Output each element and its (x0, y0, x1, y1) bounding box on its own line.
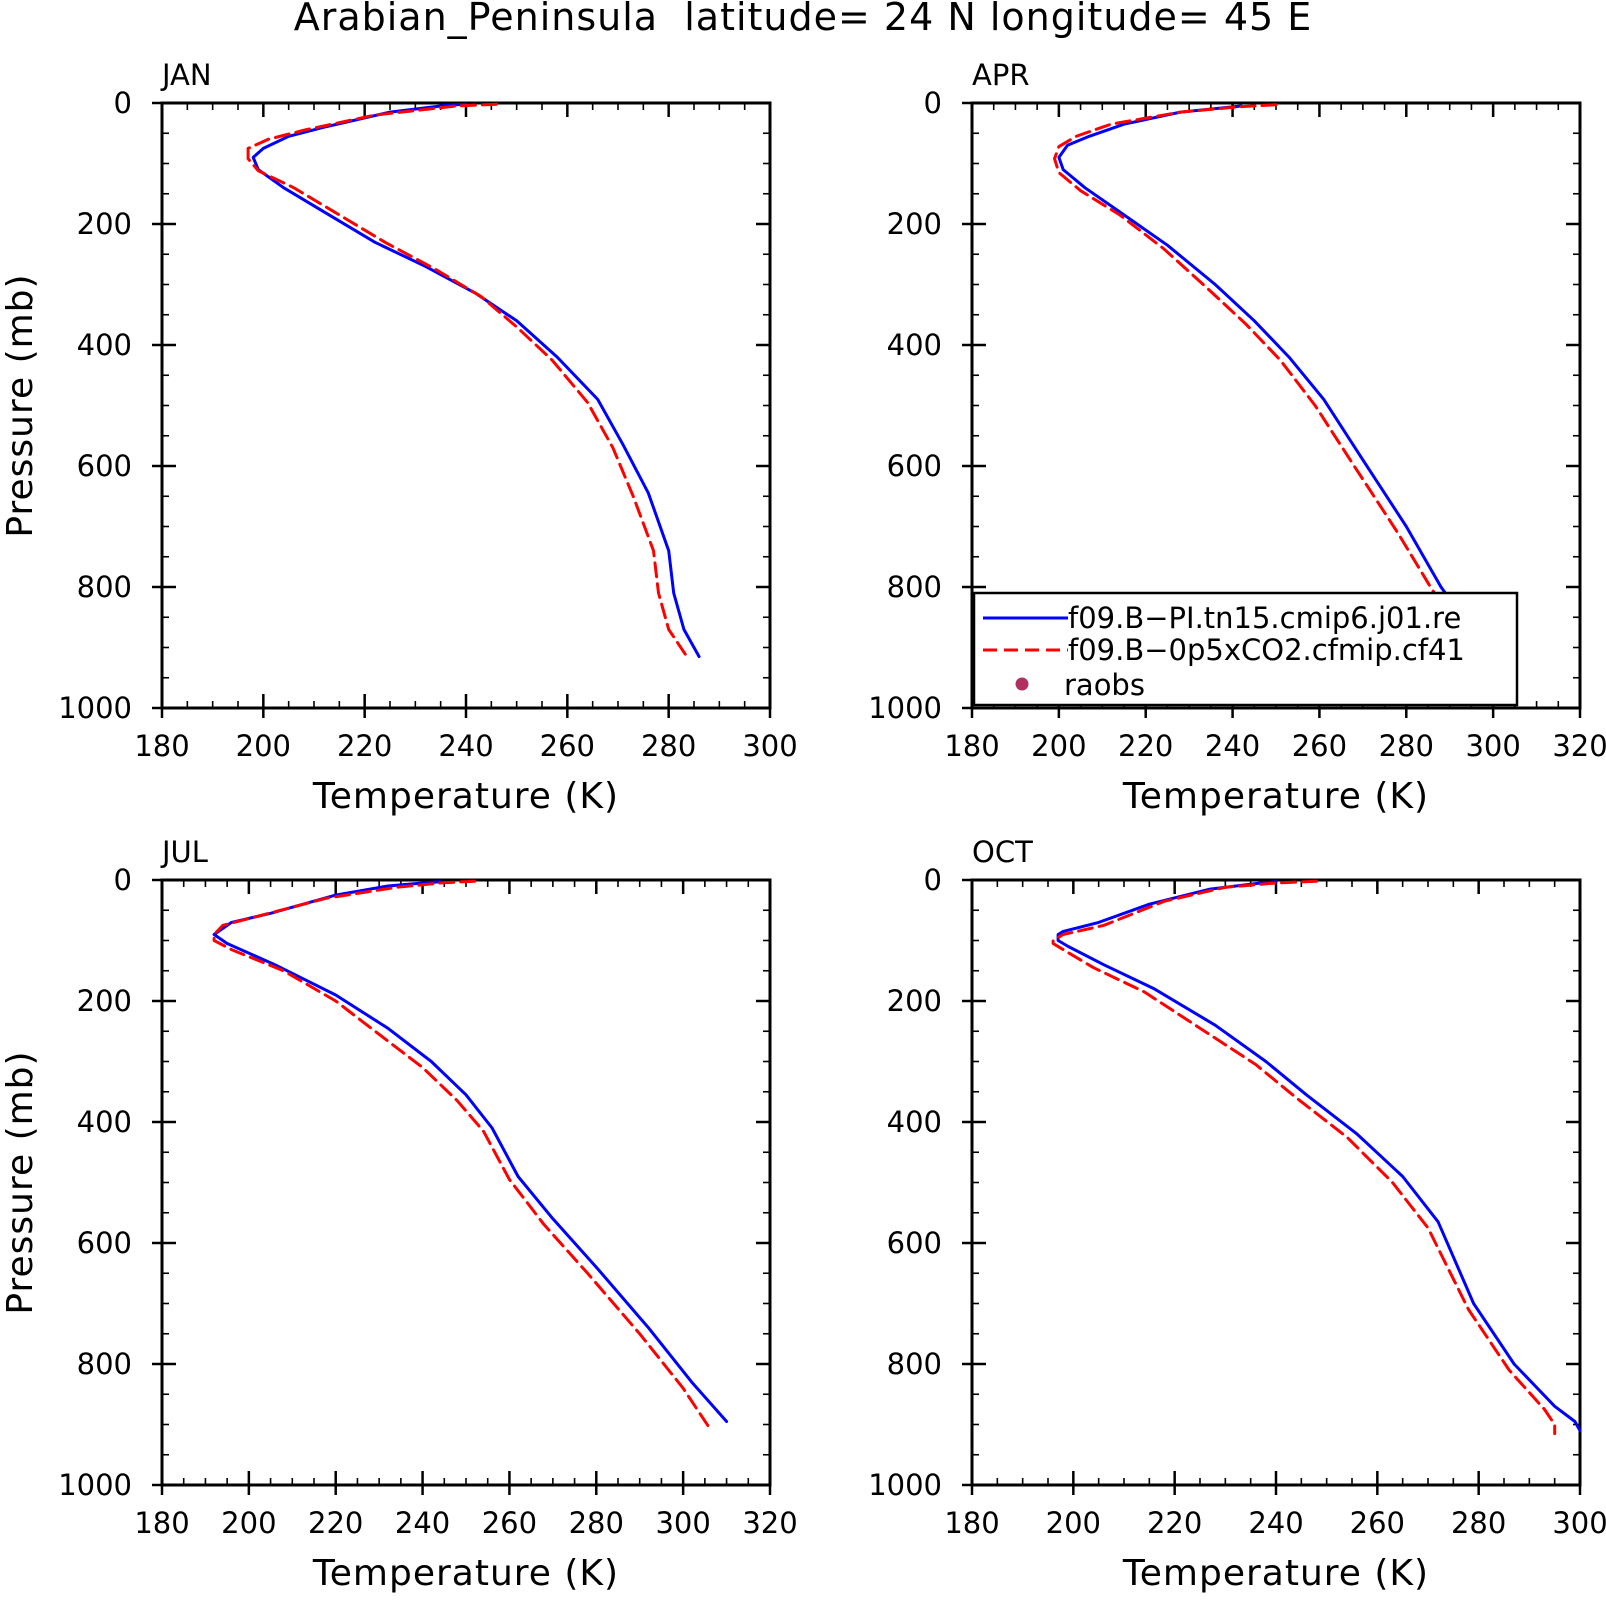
x-tick-label: 240 (1205, 729, 1260, 763)
x-tick-label: 180 (944, 729, 999, 763)
x-axis-title: Temperature (K) (1122, 1553, 1429, 1594)
y-tick-label: 400 (887, 328, 942, 362)
x-tick-label: 220 (337, 729, 392, 763)
x-axis-title: Temperature (K) (312, 1553, 619, 1594)
x-tick-label: 260 (1292, 729, 1347, 763)
y-tick-label: 200 (887, 984, 942, 1018)
panel-oct: 180 200 220 240 260 280 300 0 200 400 600 800 1000 OC… (868, 835, 1606, 1594)
y-tick-label: 800 (887, 570, 942, 604)
x-tick-label: 200 (1046, 1506, 1101, 1540)
x-tick-label: 200 (1031, 729, 1086, 763)
x-tick-label: 320 (1552, 729, 1606, 763)
legend-label: f09.B−0p5xCO2.cfmip.cf41 (1068, 633, 1465, 667)
x-tick-label: 260 (540, 729, 595, 763)
y-tick-label: 800 (887, 1347, 942, 1381)
panel-jul: 180 200 220 240 260 280 300 320 0 200 400 600 800 100… (0, 835, 798, 1594)
y-tick-label: 400 (77, 1105, 132, 1139)
y-tick-label: 0 (924, 863, 942, 897)
x-axis-title: Temperature (K) (1122, 776, 1429, 817)
y-tick-label: 200 (77, 207, 132, 241)
y-tick-label: 0 (114, 863, 132, 897)
x-tick-label: 260 (482, 1506, 537, 1540)
x-axis-title: Temperature (K) (312, 776, 619, 817)
x-tick-label: 180 (944, 1506, 999, 1540)
x-tick-label: 320 (742, 1506, 797, 1540)
y-tick-label: 1000 (58, 1468, 132, 1502)
x-tick-label: 240 (395, 1506, 450, 1540)
x-tick-label: 180 (134, 729, 189, 763)
x-tick-label: 200 (221, 1506, 276, 1540)
y-tick-label: 400 (887, 1105, 942, 1139)
y-tick-label: 1000 (58, 691, 132, 725)
series-line-0p5xco2 (1053, 103, 1491, 656)
x-tick-label: 300 (655, 1506, 710, 1540)
y-tick-label: 600 (887, 449, 942, 483)
x-tick-label: 180 (134, 1506, 189, 1540)
y-tick-label: 600 (77, 1226, 132, 1260)
figure-title: Arabian_Peninsula latitude= 24 N longitu… (294, 0, 1313, 39)
x-tick-label: 260 (1350, 1506, 1405, 1540)
y-axis-title: Pressure (mb) (0, 1050, 41, 1314)
x-tick-label: 280 (1379, 729, 1434, 763)
legend-marker-raobs (1015, 677, 1029, 691)
x-tick-label: 280 (641, 729, 696, 763)
x-tick-label: 220 (308, 1506, 363, 1540)
y-tick-label: 1000 (868, 1468, 942, 1502)
series-line-pi-control (1056, 880, 1582, 1433)
x-tick-label: 200 (236, 729, 291, 763)
panel-apr: 180 200 220 240 260 280 300 320 0 200 400 600 800 100… (868, 58, 1606, 817)
panel-label: OCT (972, 835, 1033, 869)
series-line-0p5xco2 (246, 102, 691, 662)
y-tick-label: 800 (77, 570, 132, 604)
y-tick-label: 600 (77, 449, 132, 483)
x-tick-label: 280 (1451, 1506, 1506, 1540)
y-tick-label: 200 (887, 207, 942, 241)
legend-box (972, 591, 1519, 707)
y-tick-label: 0 (114, 86, 132, 120)
legend-label: raobs (1064, 668, 1145, 702)
series-line-0p5xco2 (212, 879, 711, 1429)
x-tick-label: 300 (1465, 729, 1520, 763)
y-tick-label: 1000 (868, 691, 942, 725)
y-tick-label: 800 (77, 1347, 132, 1381)
panel-label: JUL (160, 835, 208, 869)
x-tick-label: 300 (742, 729, 797, 763)
series-line-pi-control (1057, 104, 1499, 652)
series-line-pi-control (212, 880, 729, 1423)
panel-label: JAN (160, 58, 212, 92)
y-axis-title: Pressure (mb) (0, 273, 41, 537)
y-tick-label: 200 (77, 984, 132, 1018)
panel-jan: 180 200 220 240 260 280 300 0 200 400 600 800 1000 JA… (0, 58, 798, 817)
series-line-pi-control (251, 102, 701, 659)
x-tick-label: 240 (1248, 1506, 1303, 1540)
x-tick-label: 220 (1147, 1506, 1202, 1540)
panel-label: APR (972, 58, 1029, 92)
x-tick-label: 240 (438, 729, 493, 763)
y-tick-label: 600 (887, 1226, 942, 1260)
plot-frame (970, 878, 1582, 1487)
series-line-0p5xco2 (1051, 879, 1557, 1436)
x-tick-label: 220 (1118, 729, 1173, 763)
y-tick-label: 400 (77, 328, 132, 362)
x-tick-label: 280 (569, 1506, 624, 1540)
legend-label: f09.B−PI.tn15.cmip6.j01.re (1068, 601, 1461, 635)
legend: f09.B−PI.tn15.cmip6.j01.ref09.B−0p5xCO2.… (972, 591, 1519, 707)
plot-frame (160, 878, 772, 1487)
y-tick-label: 0 (924, 86, 942, 120)
plot-frame (160, 101, 772, 710)
x-tick-label: 300 (1552, 1506, 1606, 1540)
